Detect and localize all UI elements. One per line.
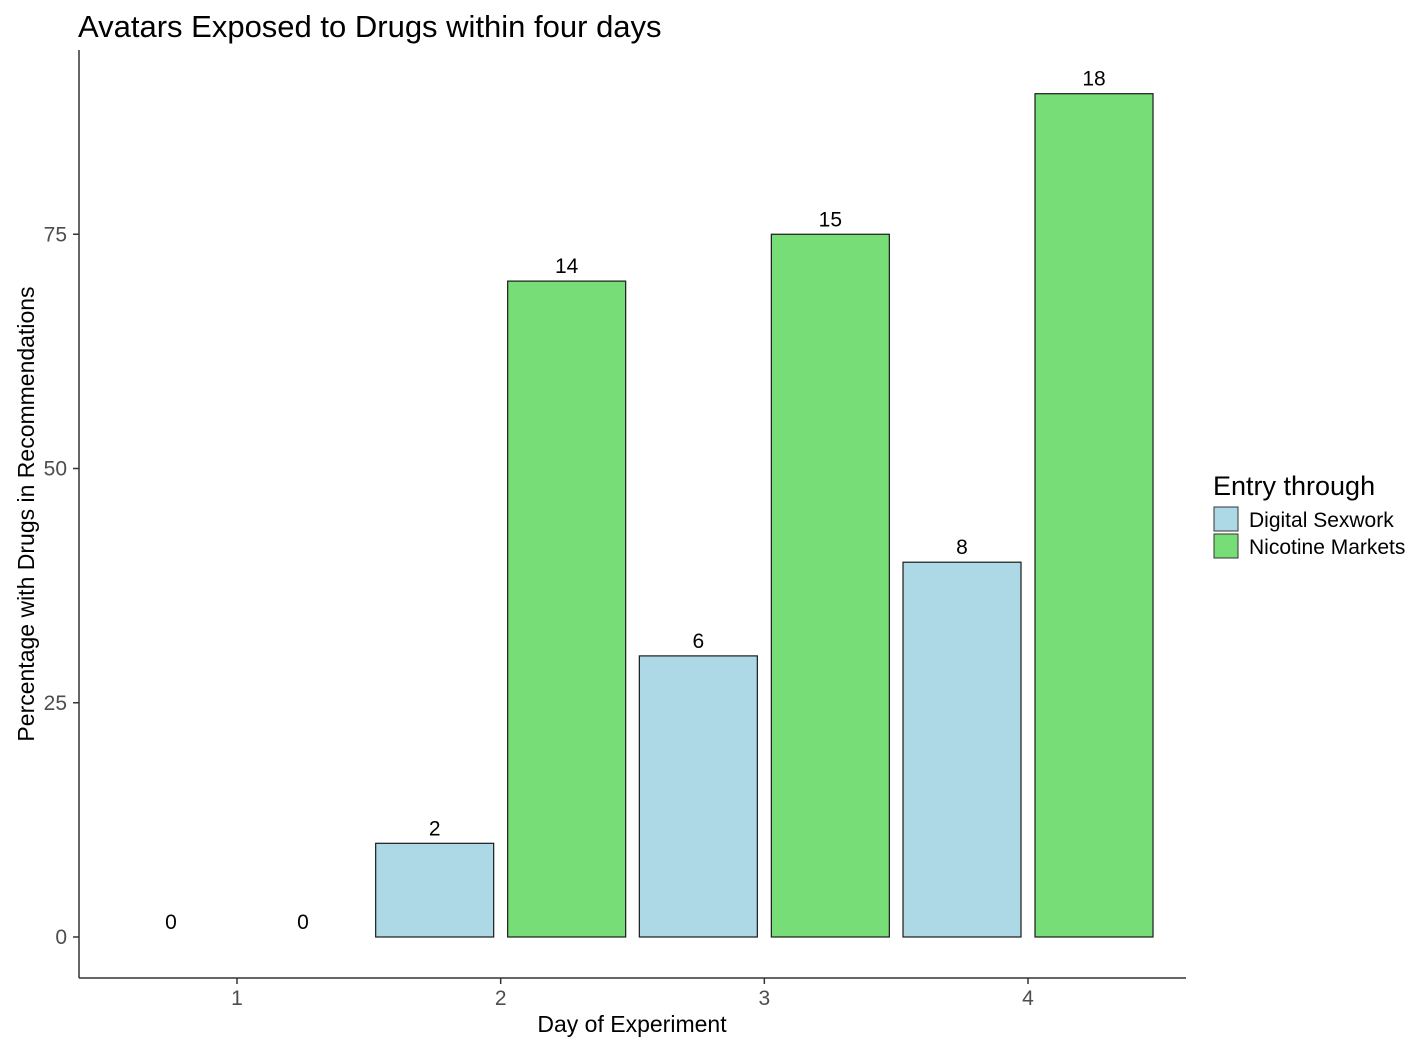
bar-label-digital-sexwork-day-4: 8 bbox=[956, 536, 968, 559]
bar-digital-sexwork-day-4 bbox=[902, 561, 1022, 938]
bar-label-digital-sexwork-day-2: 2 bbox=[429, 817, 441, 840]
y-ticks-group: 0 25 50 75 bbox=[44, 223, 79, 949]
y-axis-title: Percentage with Drugs in Recommendations bbox=[13, 286, 39, 741]
bar-label-digital-sexwork-day-3: 6 bbox=[692, 630, 704, 653]
bar-label-nicotine-markets-day-1: 0 bbox=[297, 911, 309, 934]
bar-labels-group: 0 2 6 8 0 14 15 18 bbox=[165, 68, 1106, 934]
plot-area: 0 2 6 8 0 14 15 18 0 25 50 75 1 2 3 4 bbox=[44, 50, 1186, 1010]
bar-label-digital-sexwork-day-1: 0 bbox=[165, 911, 177, 934]
y-tick-label-0: 0 bbox=[55, 926, 67, 949]
bar-label-nicotine-markets-day-4: 18 bbox=[1082, 68, 1105, 91]
legend-label-nicotine-markets: Nicotine Markets bbox=[1249, 536, 1405, 559]
bar-digital-sexwork-day-3 bbox=[638, 655, 758, 938]
bar-digital-sexwork-day-2 bbox=[375, 842, 495, 938]
bar-nicotine-markets-day-2 bbox=[507, 280, 627, 938]
y-tick-label-25: 25 bbox=[44, 692, 67, 715]
legend-label-digital-sexwork: Digital Sexwork bbox=[1249, 509, 1394, 532]
bars-group bbox=[375, 93, 1154, 938]
x-axis-title: Day of Experiment bbox=[537, 1011, 727, 1037]
legend-key-nicotine-markets bbox=[1213, 533, 1239, 559]
x-tick-label-2: 2 bbox=[495, 987, 507, 1010]
y-tick-label-50: 50 bbox=[44, 458, 67, 481]
y-tick-label-75: 75 bbox=[44, 223, 67, 246]
bar-label-nicotine-markets-day-3: 15 bbox=[819, 208, 842, 231]
x-ticks-group: 1 2 3 4 bbox=[231, 978, 1034, 1010]
legend-title: Entry through bbox=[1213, 471, 1375, 501]
bar-nicotine-markets-day-4 bbox=[1034, 93, 1154, 938]
x-tick-label-1: 1 bbox=[231, 987, 243, 1010]
bar-label-nicotine-markets-day-2: 14 bbox=[555, 255, 579, 278]
bar-nicotine-markets-day-3 bbox=[770, 233, 890, 938]
chart-title: Avatars Exposed to Drugs within four day… bbox=[78, 9, 662, 44]
x-tick-label-3: 3 bbox=[758, 987, 770, 1010]
legend-key-digital-sexwork bbox=[1213, 506, 1239, 532]
legend: Entry through Digital Sexwork Nicotine M… bbox=[1213, 471, 1405, 559]
x-tick-label-4: 4 bbox=[1022, 987, 1034, 1010]
